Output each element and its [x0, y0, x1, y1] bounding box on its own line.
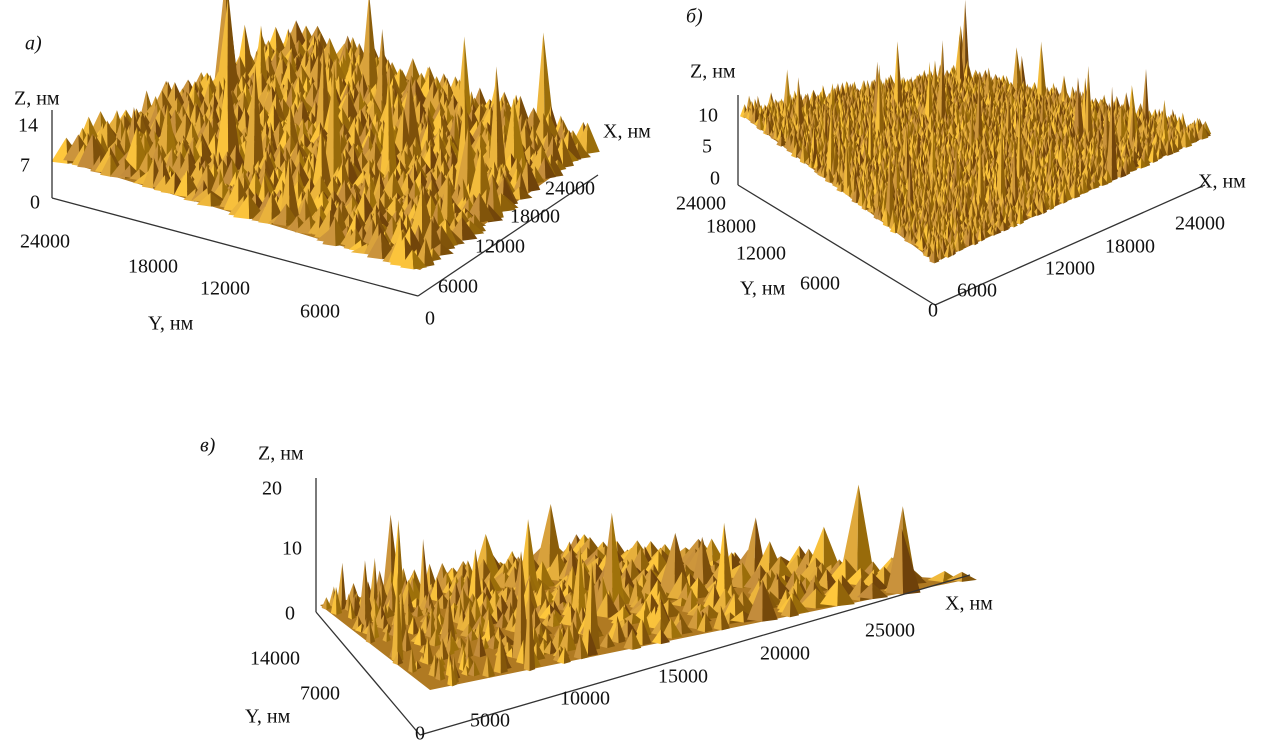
- spike-dark: [369, 0, 380, 96]
- spike-dark: [562, 136, 574, 168]
- spike-light: [360, 0, 370, 96]
- surfaces: [51, 0, 1212, 690]
- spike-dark: [586, 122, 600, 154]
- spike-dark: [577, 142, 591, 160]
- spike-light: [534, 32, 545, 138]
